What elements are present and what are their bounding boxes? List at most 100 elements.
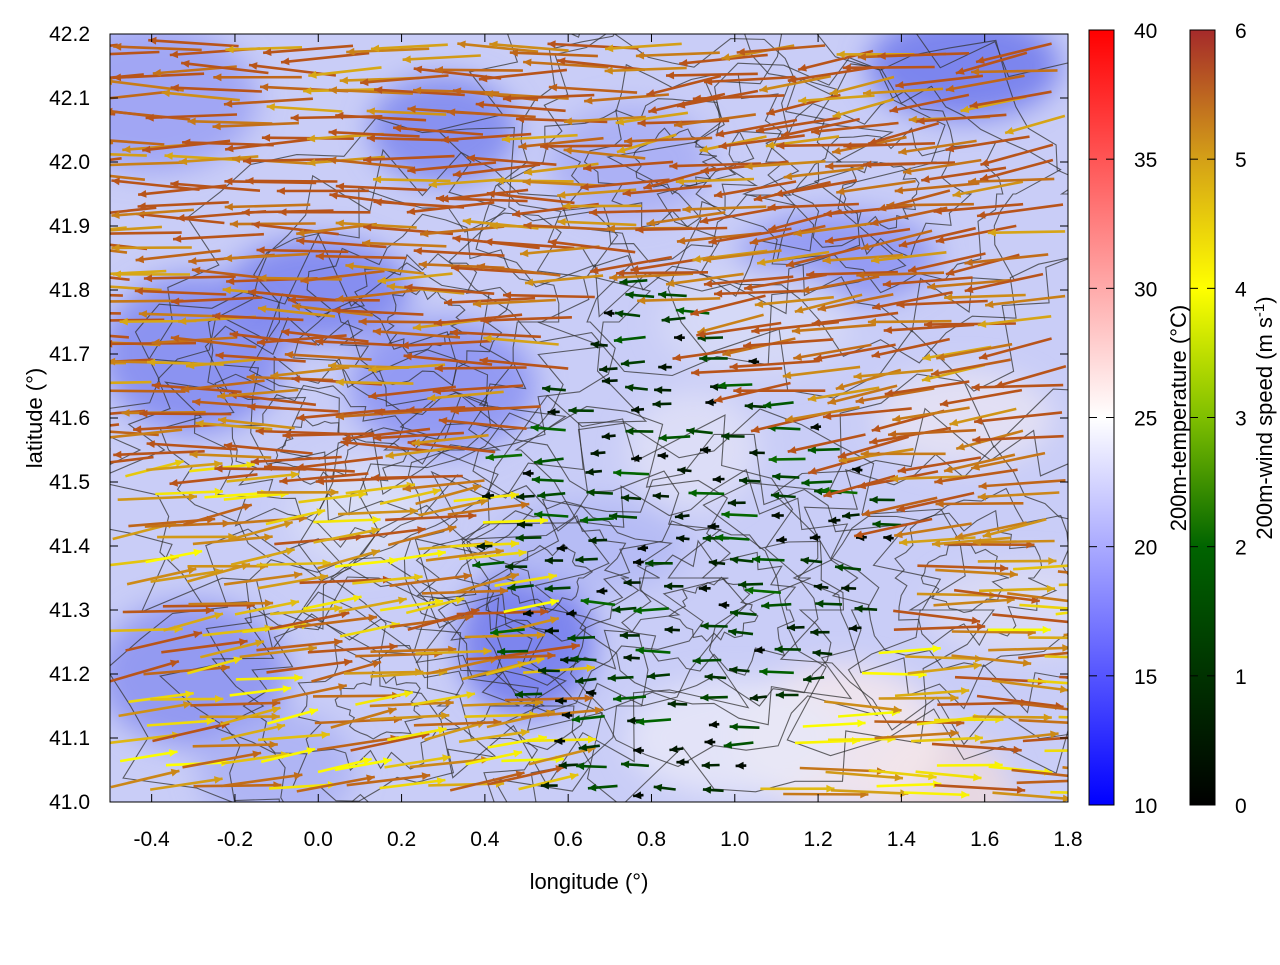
wind-vector-shaft (17, 180, 107, 187)
wind-colorbar-label-sup: -1 (1251, 304, 1268, 317)
wind-vector-head (1134, 575, 1143, 583)
wind-vector-shaft (313, 696, 400, 697)
colorbar-tick-label: 10 (1134, 795, 1157, 818)
wind-vector-head (90, 230, 98, 238)
wind-vector-shaft (245, 181, 337, 182)
wind-vector-shaft (24, 77, 111, 88)
y-tick-label: 41.5 (49, 471, 90, 494)
x-tick-label: 1.2 (803, 828, 832, 851)
wind-vector-head (98, 298, 106, 306)
wind-vector-head (100, 161, 108, 169)
wind-vector-head (1122, 695, 1131, 703)
wind-vector-head (1125, 580, 1133, 588)
wind-vector-shaft (988, 231, 1065, 232)
wind-vector-head (34, 97, 43, 105)
colorbar-tick-label: 1 (1235, 666, 1247, 689)
wind-vector-head (90, 270, 98, 278)
colorbar-tick-label: 6 (1235, 20, 1247, 43)
y-tick-label: 42.1 (49, 87, 90, 110)
wind-vector-shaft (257, 250, 349, 252)
wind-vector-shaft (868, 321, 952, 322)
wind-vector-head (17, 177, 25, 185)
x-tick-label: -0.2 (217, 828, 253, 851)
colorbar-tick-label: 35 (1134, 149, 1157, 172)
wind-vector-head (1135, 772, 1144, 780)
colorbar-tick-label: 40 (1134, 20, 1157, 43)
x-tick-label: 1.4 (887, 828, 917, 851)
wind-vector-head (30, 50, 38, 58)
wind-vector-shaft (150, 699, 223, 700)
y-tick-label: 42.0 (49, 151, 90, 174)
wind-vector-shaft (879, 698, 959, 699)
wind-vector-shaft (635, 228, 727, 230)
wind-vector-shaft (944, 544, 1035, 545)
y-axis-label: latitude (°) (22, 368, 47, 469)
wind-vector-head (55, 79, 63, 87)
colorbar-tick-label: 20 (1134, 537, 1157, 560)
wind-vector-shaft (973, 541, 1055, 542)
colorbar-tick-label: 0 (1235, 795, 1247, 818)
wind-vector-head (39, 327, 47, 335)
wind-vector-shaft (373, 179, 451, 181)
wind-vector-head (72, 317, 80, 325)
wind-vector-head (104, 340, 112, 348)
wind-vector-head (1124, 715, 1132, 723)
wind-vector (30, 45, 118, 58)
wind-vector-head (32, 200, 40, 208)
wind-vector-shaft (828, 739, 896, 740)
wind-colorbar-label-end: ) (1252, 296, 1277, 303)
wind-vector-shaft (123, 610, 214, 612)
wind-vector-head (31, 289, 39, 297)
wind-vector-shaft (336, 382, 414, 384)
x-tick-label: -0.4 (134, 828, 171, 851)
wind-vector-head (35, 164, 44, 172)
wind-vector-shaft (874, 722, 964, 723)
wind-vector-shaft (236, 678, 303, 680)
wind-vector-head (30, 148, 39, 156)
colorbar-tick-label: 3 (1235, 408, 1247, 431)
wind-vector-shaft (937, 765, 1003, 766)
wind-vector-shaft (616, 272, 708, 273)
wind-vector-shaft (435, 70, 523, 71)
x-tick-label: 1.0 (720, 828, 749, 851)
wind-vector-shaft (666, 74, 758, 76)
wind-vector-shaft (936, 503, 1024, 504)
x-axis-label: longitude (°) (530, 869, 649, 894)
x-tick-label: 1.6 (970, 828, 999, 851)
y-tick-label: 41.0 (49, 791, 90, 814)
x-tick-label: 0.2 (387, 828, 416, 851)
wind-vector-shaft (843, 67, 935, 68)
wind-vector-shaft (194, 785, 282, 786)
x-tick-label: 0.8 (637, 828, 666, 851)
wind-vector-shaft (924, 324, 1016, 325)
wind-vector-shaft (435, 368, 527, 369)
wind-vector-head (26, 103, 34, 111)
y-tick-label: 41.1 (49, 727, 90, 750)
wind-colorbar-label-main: 200m-wind speed (m s (1252, 317, 1277, 540)
wind-vector-shaft (230, 224, 316, 225)
colorbar-tick-label: 30 (1134, 278, 1157, 301)
wind-vector-shaft (139, 414, 231, 415)
y-tick-label: 41.3 (49, 599, 90, 622)
wind-vector-head (75, 379, 83, 387)
wind-vector-shaft (90, 233, 182, 234)
wind-vector-head (1080, 606, 1088, 614)
x-tick-label: 0.6 (554, 828, 583, 851)
wind-vector-head (29, 309, 37, 317)
x-tick-label: 0.4 (470, 828, 500, 851)
y-tick-label: 41.7 (49, 343, 90, 366)
wind-vector-head (1137, 626, 1145, 634)
wind-vector-shaft (971, 70, 1057, 72)
wind-vector-shaft (163, 605, 255, 606)
wind-vector-shaft (98, 301, 183, 302)
y-tick-label: 41.6 (49, 407, 90, 430)
temperature-colorbar-label: 200m-temperature (°C) (1166, 305, 1191, 531)
wind-vector-head (1077, 561, 1085, 569)
wind-vector-shaft (978, 561, 1057, 562)
y-tick-label: 41.2 (49, 663, 90, 686)
wind-vector-shaft (75, 382, 152, 383)
wind-vector (29, 309, 121, 317)
wind-vector-shaft (973, 717, 1052, 718)
colorbar-tick-label: 15 (1134, 666, 1157, 689)
